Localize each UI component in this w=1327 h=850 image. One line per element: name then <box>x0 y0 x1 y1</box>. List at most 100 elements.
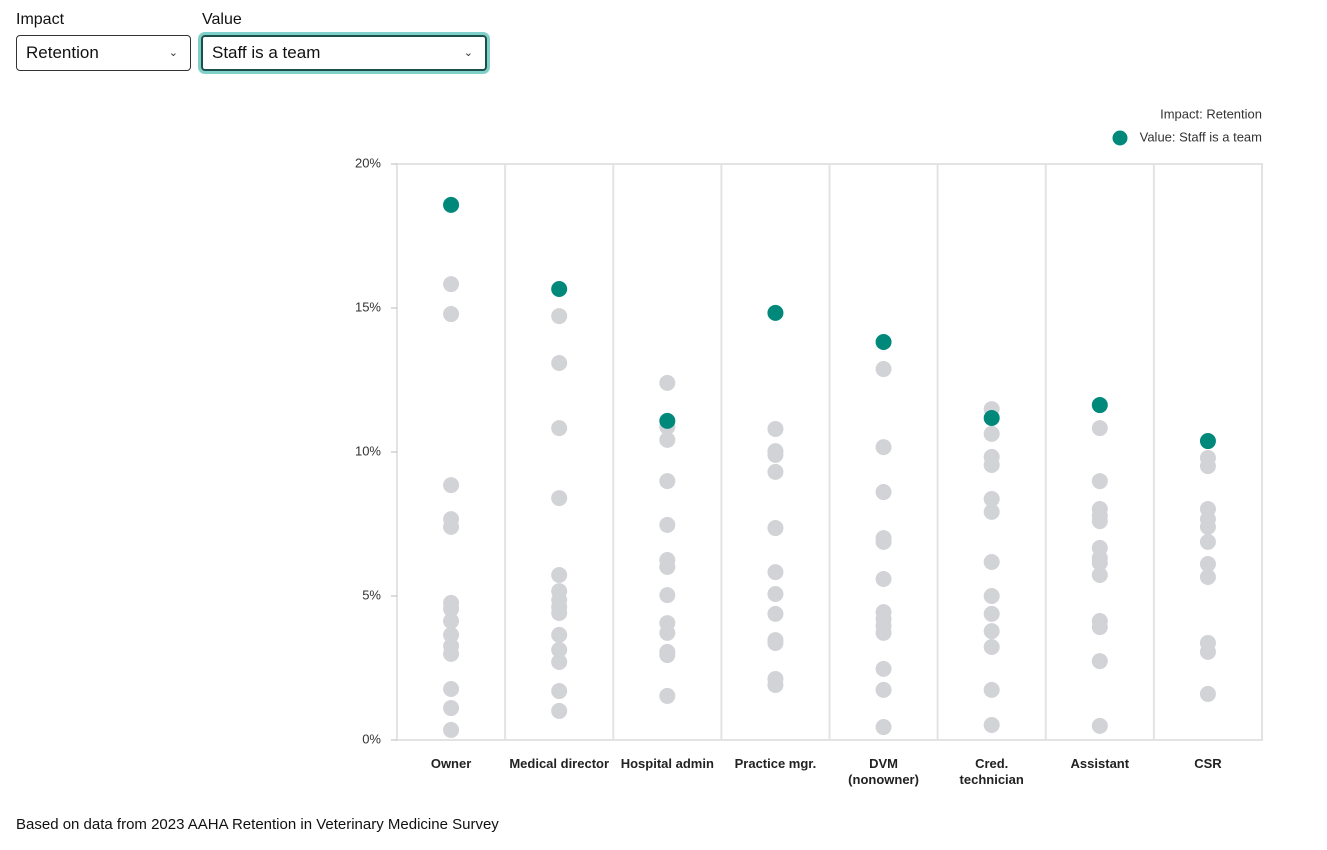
y-tick-label: 0% <box>362 731 381 746</box>
dot <box>767 420 784 437</box>
dot <box>659 431 676 448</box>
dot <box>983 490 1000 507</box>
dot <box>875 571 892 588</box>
control-label: Impact <box>16 11 65 28</box>
legend-title: Impact: Retention <box>1160 106 1262 121</box>
dot <box>1199 556 1216 573</box>
dot <box>551 420 568 437</box>
dot <box>659 374 676 391</box>
dot <box>443 700 460 717</box>
dot <box>1091 473 1108 490</box>
dot <box>983 456 1000 473</box>
dropdown[interactable]: Retention ⌄ <box>16 35 191 71</box>
dot <box>551 626 568 643</box>
dot <box>875 681 892 698</box>
highlight-dot <box>1199 433 1216 450</box>
x-tick-label: Assistant <box>1070 756 1130 771</box>
y-tick-label: 10% <box>355 443 381 458</box>
dot <box>443 600 460 617</box>
dot <box>875 533 892 550</box>
dot <box>767 585 784 602</box>
dot <box>767 564 784 581</box>
dot <box>983 554 1000 571</box>
dot <box>1199 685 1216 702</box>
y-tick-label: 5% <box>362 587 381 602</box>
dot <box>983 681 1000 698</box>
dot <box>443 276 460 293</box>
dot <box>551 490 568 507</box>
dot <box>875 624 892 641</box>
highlight-dot <box>1091 397 1108 414</box>
dot <box>659 516 676 533</box>
highlight-dot <box>551 280 568 297</box>
highlight-dot <box>875 333 892 350</box>
dot <box>1091 566 1108 583</box>
dot <box>767 634 784 651</box>
dot <box>1199 533 1216 550</box>
highlight-dot <box>443 196 460 213</box>
dot <box>767 446 784 463</box>
dot <box>551 653 568 670</box>
y-tick-label: 15% <box>355 299 381 314</box>
highlight-dot <box>767 304 784 321</box>
dot <box>443 626 460 643</box>
dot <box>551 683 568 700</box>
dot <box>1091 717 1108 734</box>
dot <box>983 717 1000 734</box>
x-tick-label: Cred. technician <box>959 756 1024 787</box>
dot <box>983 623 1000 640</box>
dot <box>1091 420 1108 437</box>
control-label: Value <box>202 11 242 28</box>
dot <box>1199 568 1216 585</box>
dot <box>551 604 568 621</box>
dot <box>767 520 784 537</box>
dot <box>1091 653 1108 670</box>
dot <box>767 605 784 622</box>
dot <box>659 647 676 664</box>
dot <box>983 638 1000 655</box>
x-tick-label: DVM (nonowner) <box>848 756 919 787</box>
highlight-dot <box>659 412 676 429</box>
dot <box>659 624 676 641</box>
dot <box>659 558 676 575</box>
dot <box>551 641 568 658</box>
dot <box>1091 513 1108 530</box>
legend-label: Value: Staff is a team <box>1140 129 1262 144</box>
dot <box>1199 643 1216 660</box>
dot <box>443 645 460 662</box>
chevron: ⌄ <box>168 47 178 59</box>
x-tick-label: CSR <box>1194 756 1222 771</box>
chevron: ⌄ <box>463 47 473 59</box>
dropdown[interactable]: Staff is a team ⌄ <box>201 35 487 71</box>
dot <box>983 605 1000 622</box>
dot <box>875 660 892 677</box>
dot <box>875 439 892 456</box>
source-note: Based on data from 2023 AAHA Retention i… <box>16 816 499 833</box>
dot <box>659 587 676 604</box>
dot <box>443 518 460 535</box>
legend-swatch <box>1112 130 1128 146</box>
x-tick-label: Owner <box>430 756 472 771</box>
dropdown-value: Retention <box>26 43 99 62</box>
dot <box>1091 554 1108 571</box>
dot <box>551 566 568 583</box>
dot <box>1199 458 1216 475</box>
dot <box>443 613 460 630</box>
dot <box>659 473 676 490</box>
dot <box>983 503 1000 520</box>
dot <box>659 687 676 704</box>
dot <box>443 721 460 738</box>
dropdown-value: Staff is a team <box>212 43 321 62</box>
highlight-dot <box>983 410 1000 427</box>
dot <box>983 588 1000 604</box>
dot <box>551 355 568 372</box>
dot <box>1091 619 1108 636</box>
dot <box>767 676 784 693</box>
dot <box>875 719 892 736</box>
dot <box>767 463 784 480</box>
dot <box>443 477 460 494</box>
x-tick-label: Medical director <box>509 756 610 771</box>
y-tick-label: 20% <box>355 155 381 170</box>
